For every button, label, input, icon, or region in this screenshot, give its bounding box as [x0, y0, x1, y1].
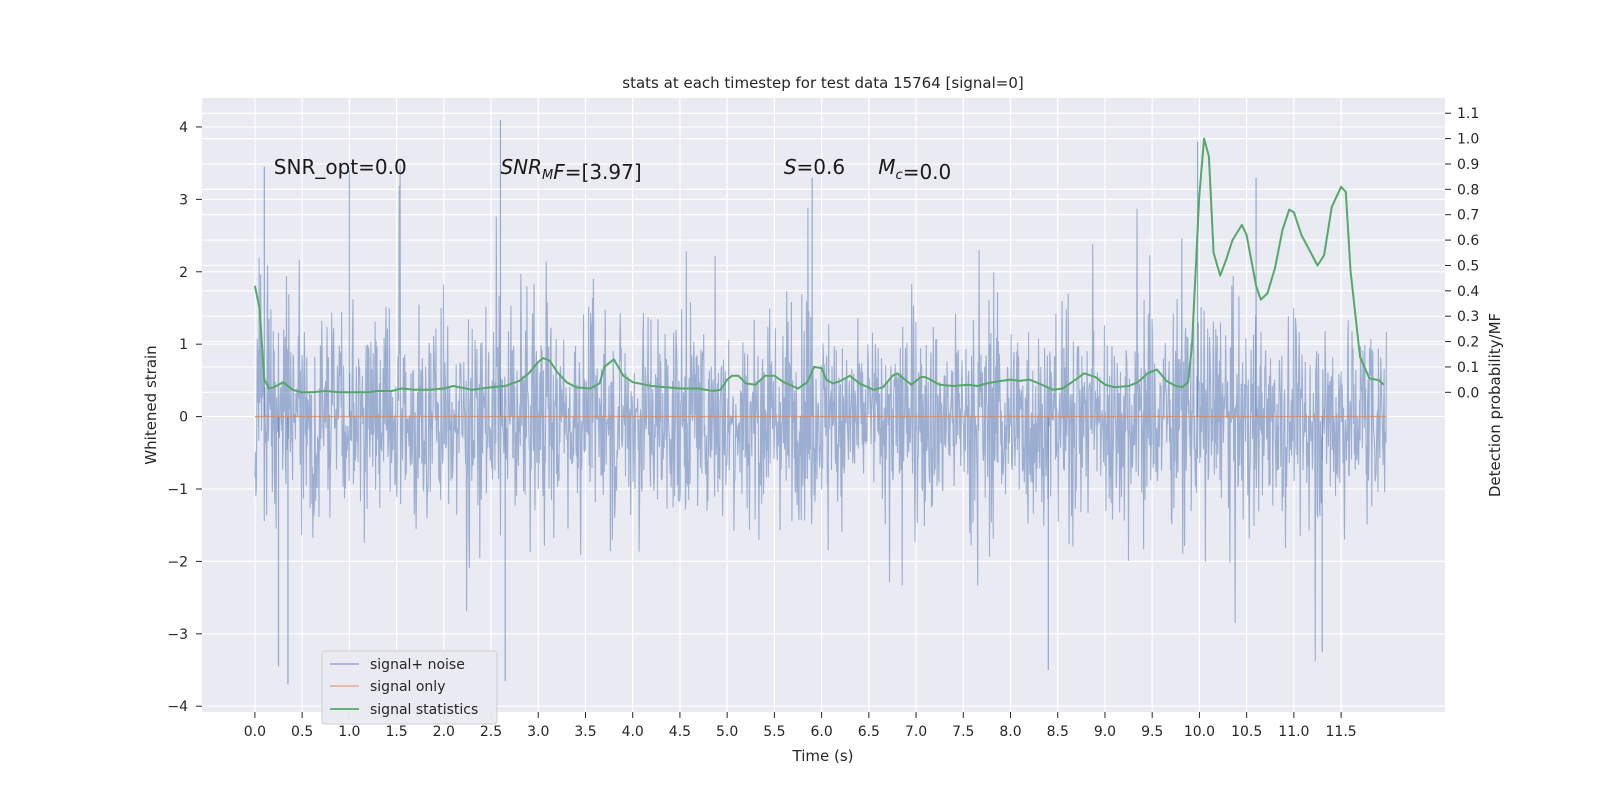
x-tick-label-0-5: 0.5	[291, 724, 313, 740]
y-right-tick-label-1-0: 1.0	[1457, 132, 1479, 148]
annotation-snr_opt: SNR_opt=0.0	[274, 155, 407, 179]
x-tick-label-11-5: 11.5	[1326, 724, 1357, 740]
series-signal-statistics	[253, 137, 1385, 394]
x-axis-label: Time (s)	[792, 747, 854, 765]
y-right-tick-label-0-9: 0.9	[1457, 157, 1479, 173]
x-tick-label-6-5: 6.5	[858, 724, 880, 740]
y-right-tick-label-0-7: 0.7	[1457, 208, 1479, 224]
y-tick-label-0: 0	[179, 410, 188, 426]
x-tick-label-3-5: 3.5	[574, 724, 596, 740]
x-tick-label-9-5: 9.5	[1141, 724, 1163, 740]
y-right-tick-label-0-8: 0.8	[1457, 182, 1479, 198]
y-tick-label--3: −3	[167, 627, 188, 643]
y-right-tick-label-0-0: 0.0	[1457, 385, 1479, 401]
y-right-tick-label-0-6: 0.6	[1457, 233, 1479, 249]
series-line-signal-noise	[254, 164, 1387, 662]
x-tick-label-6-0: 6.0	[810, 724, 832, 740]
annotation-snr_mf: SNRMF=[3.97]	[500, 155, 641, 184]
y-tick-label-3: 3	[179, 192, 188, 208]
x-tick-label-1-0: 1.0	[338, 724, 360, 740]
y-right-tick-label-0-2: 0.2	[1457, 335, 1479, 351]
x-tick-label-8-5: 8.5	[1047, 724, 1069, 740]
y-right-tick-label-0-4: 0.4	[1457, 284, 1479, 300]
y-axis-label: Whitened strain	[142, 345, 160, 464]
legend: signal+ noise signal only signal statist…	[321, 650, 498, 725]
y-right-tick-label-0-5: 0.5	[1457, 258, 1479, 274]
x-tick-label-11-0: 11.0	[1278, 724, 1309, 740]
x-tick-label-10-5: 10.5	[1231, 724, 1262, 740]
annotation-s: S=0.6	[784, 155, 845, 179]
y-right-axis-ticks: 0.0 0.1 0.2 0.3 0.4 0.5 0.6 0.7 0.8 0.9 1.0 1.1	[1445, 106, 1479, 401]
x-tick-label-2-0: 2.0	[433, 724, 455, 740]
x-tick-label-5-0: 5.0	[716, 724, 738, 740]
y-gridlines	[202, 112, 1445, 707]
y-right-axis-label: Detection probability/MF	[1486, 313, 1504, 497]
series-line-signal-statistics	[253, 137, 1385, 394]
series-signal-noise	[254, 119, 1387, 685]
y-right-tick-label-1-1: 1.1	[1457, 106, 1479, 122]
y-tick-label--2: −2	[167, 554, 188, 570]
x-tick-label-10-0: 10.0	[1184, 724, 1215, 740]
x-tick-label-8-0: 8.0	[999, 724, 1021, 740]
x-tick-label-4-0: 4.0	[622, 724, 644, 740]
legend-label-signal-only: signal only	[370, 679, 445, 695]
x-tick-label-5-5: 5.5	[763, 724, 785, 740]
x-tick-label-0-0: 0.0	[244, 724, 266, 740]
y-tick-label-1: 1	[179, 337, 188, 353]
legend-label-signal-statistics: signal statistics	[370, 702, 478, 718]
y-right-tick-label-0-3: 0.3	[1457, 309, 1479, 325]
x-tick-label-7-0: 7.0	[905, 724, 927, 740]
y-right-tick-label-0-1: 0.1	[1457, 360, 1479, 376]
y-axis-ticks: −4 −3 −2 −1 0 1 2 3 4	[167, 120, 202, 715]
x-tick-label-7-5: 7.5	[952, 724, 974, 740]
x-tick-label-1-5: 1.5	[385, 724, 407, 740]
y-tick-label--1: −1	[167, 482, 188, 498]
y-tick-label--4: −4	[167, 699, 188, 715]
x-tick-label-2-5: 2.5	[480, 724, 502, 740]
legend-box	[321, 650, 498, 725]
annotations: SNR_opt=0.0 SNRMF=[3.97] S=0.6 Mc=0.0	[274, 155, 951, 184]
x-tick-label-4-5: 4.5	[669, 724, 691, 740]
x-axis-ticks: 0.0 0.5 1.0 1.5 2.0 2.5 3.0 3.5 4.0 4.5 5.0 5.5 6.0 6…	[244, 712, 1357, 740]
y-tick-label-4: 4	[179, 120, 188, 136]
legend-label-signal-noise: signal+ noise	[370, 657, 465, 673]
x-tick-label-9-0: 9.0	[1094, 724, 1116, 740]
annotation-mc: Mc=0.0	[878, 155, 951, 184]
chart-title: stats at each timestep for test data 157…	[622, 74, 1023, 92]
y-tick-label-2: 2	[179, 265, 188, 281]
x-tick-label-3-0: 3.0	[527, 724, 549, 740]
